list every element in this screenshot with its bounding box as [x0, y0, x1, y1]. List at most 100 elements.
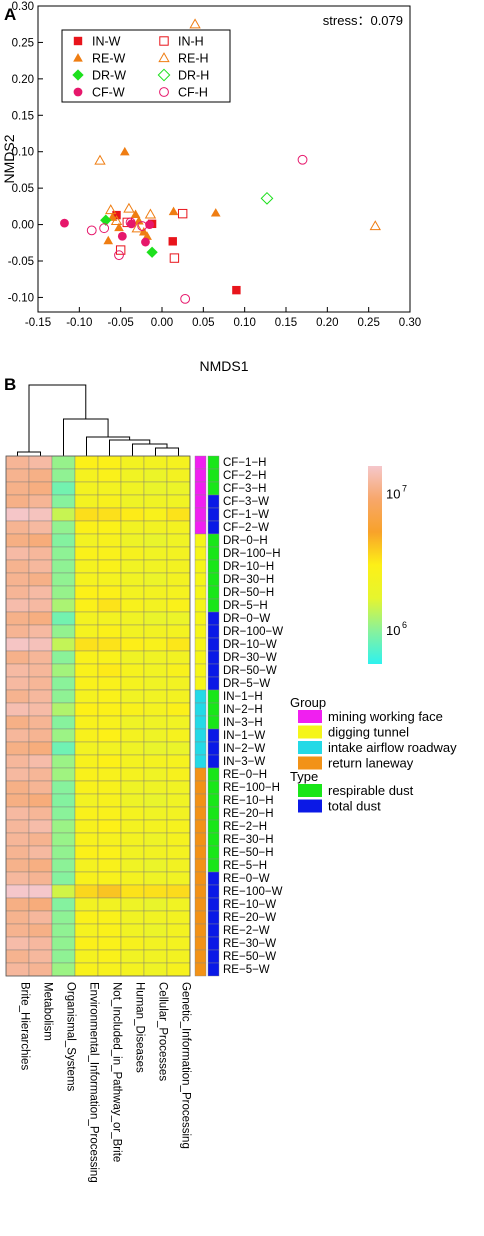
data-point	[168, 206, 179, 216]
data-point	[260, 191, 274, 205]
heatmap-cell	[143, 780, 168, 795]
heatmap-cell	[97, 637, 122, 652]
group-annotation-cell	[194, 702, 207, 717]
row-label: CF−3−W	[223, 496, 269, 508]
heatmap-cell	[97, 871, 122, 886]
data-point	[189, 18, 201, 29]
row-label: DR−50−W	[223, 665, 277, 677]
heatmap-cell	[74, 481, 99, 496]
x-tick-label: 0.30	[399, 317, 421, 329]
heatmap-cell	[143, 520, 168, 535]
legend-label: RE-H	[178, 52, 209, 66]
heatmap-cell	[28, 663, 53, 678]
y-ticks: -0.10 -0.05 0.00 0.05 0.10 0.15 0.20 0.25 0.30	[8, 1, 43, 304]
heatmap-cell	[143, 611, 168, 626]
heatmap-cell	[166, 559, 191, 574]
row-label: DR−30−H	[223, 574, 274, 586]
heatmap-cell	[143, 507, 168, 522]
heatmap-cell	[28, 780, 53, 795]
heatmap-cell	[74, 728, 99, 743]
heatmap-cell	[28, 455, 53, 470]
heatmap-cell	[97, 923, 122, 938]
row-label: DR−100−H	[223, 548, 281, 560]
heatmap-cell	[74, 663, 99, 678]
group-legend-swatch	[298, 741, 322, 754]
heatmap-cell	[120, 806, 145, 821]
heatmap-cell	[166, 637, 191, 652]
heatmap-cell	[74, 702, 99, 717]
heatmap-cell	[74, 897, 99, 912]
data-point	[72, 69, 84, 81]
heatmap-cell	[143, 949, 168, 964]
heatmap-cell	[97, 559, 122, 574]
row-label: RE−2−H	[223, 821, 267, 833]
row-label: RE−100−H	[223, 782, 280, 794]
heatmap-cell	[120, 897, 145, 912]
heatmap-cell	[143, 754, 168, 769]
heatmap-cell	[74, 793, 99, 808]
legend-box	[61, 29, 231, 103]
column-labels: Brite_Hierarchies Metabolism Organismal_Sy…	[19, 982, 192, 1183]
heatmap-cell	[74, 754, 99, 769]
kegg-heatmap: CF−1−HCF−2−HCF−3−HCF−3−WCF−1−WCF−2−WDR−0…	[5, 384, 457, 1183]
heatmap-cell	[143, 650, 168, 665]
row-label: DR−30−W	[223, 652, 277, 664]
heatmap-cell	[166, 728, 191, 743]
heatmap-cell	[5, 871, 30, 886]
type-annotation-cell	[207, 832, 220, 847]
heatmap-cell	[28, 611, 53, 626]
row-annotation-bars	[194, 455, 220, 977]
heatmap-cell	[97, 728, 122, 743]
x-tick-label: -0.05	[108, 317, 134, 329]
heatmap-cell	[97, 806, 122, 821]
heatmap-cell	[51, 858, 76, 873]
heatmap-cell	[5, 637, 30, 652]
row-label: DR−0−H	[223, 535, 268, 547]
row-label: RE−5−W	[223, 964, 270, 976]
column-label: Genetic_Information_Processing	[180, 982, 192, 1149]
heatmap-cell	[51, 637, 76, 652]
row-label: DR−10−W	[223, 639, 277, 651]
heatmap-cell	[28, 715, 53, 730]
heatmap-cell	[97, 611, 122, 626]
data-point	[180, 293, 191, 304]
legend-label: IN-H	[178, 35, 204, 49]
heatmap-cell	[120, 923, 145, 938]
group-annotation-cell	[194, 832, 207, 847]
x-tick-label: -0.10	[66, 317, 92, 329]
data-point	[146, 246, 158, 258]
heatmap-cell	[97, 624, 122, 639]
heatmap-cell	[143, 871, 168, 886]
heatmap-cell	[120, 845, 145, 860]
heatmap-cell	[97, 676, 122, 691]
legend: IN-W IN-H RE-W RE-H DR-W DR-H CF-W CF-H	[61, 29, 231, 103]
data-point	[105, 204, 117, 215]
heatmap-cell	[143, 858, 168, 873]
data-point	[168, 237, 177, 246]
x-tick-label: 0.05	[192, 317, 214, 329]
y-tick-label: 0.20	[12, 74, 34, 86]
heatmap-cell	[74, 962, 99, 977]
heatmap-cell	[166, 884, 191, 899]
type-annotation-cell	[207, 585, 220, 600]
heatmap-cell	[51, 481, 76, 496]
heatmap-cell	[120, 689, 145, 704]
scatter-points	[60, 18, 381, 304]
heatmap-cell	[51, 728, 76, 743]
heatmap-cell	[143, 845, 168, 860]
data-point	[73, 36, 83, 46]
type-annotation-cell	[207, 741, 220, 756]
group-annotation-cell	[194, 897, 207, 912]
legend-label: RE-W	[92, 52, 126, 66]
heatmap-cell	[120, 793, 145, 808]
heatmap-cell	[143, 832, 168, 847]
heatmap-cell	[97, 884, 122, 899]
heatmap-cell	[28, 533, 53, 548]
type-annotation-cell	[207, 455, 220, 470]
heatmap-cell	[143, 533, 168, 548]
heatmap-cell	[166, 520, 191, 535]
y-tick-label: 0.10	[12, 147, 34, 159]
heatmap-cell	[166, 689, 191, 704]
heatmap-cell	[51, 897, 76, 912]
column-label: Environmental_Information_Processing	[88, 982, 100, 1183]
